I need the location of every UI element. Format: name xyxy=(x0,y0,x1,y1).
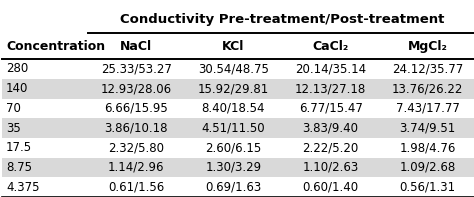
Bar xyxy=(2,59,474,79)
Text: 0.69/1.63: 0.69/1.63 xyxy=(205,181,262,194)
Text: 17.5: 17.5 xyxy=(6,141,32,154)
Text: 1.09/2.68: 1.09/2.68 xyxy=(400,161,456,174)
Text: 0.61/1.56: 0.61/1.56 xyxy=(108,181,164,194)
Text: 2.32/5.80: 2.32/5.80 xyxy=(108,141,164,154)
Text: 280: 280 xyxy=(6,62,28,75)
Text: NaCl: NaCl xyxy=(120,40,152,53)
Text: Concentration: Concentration xyxy=(6,40,105,53)
Text: 13.76/26.22: 13.76/26.22 xyxy=(392,82,464,95)
Text: KCl: KCl xyxy=(222,40,245,53)
Text: 30.54/48.75: 30.54/48.75 xyxy=(198,62,269,75)
Text: 15.92/29.81: 15.92/29.81 xyxy=(198,82,269,95)
Bar xyxy=(2,33,474,59)
Text: 2.60/6.15: 2.60/6.15 xyxy=(205,141,262,154)
Text: 3.86/10.18: 3.86/10.18 xyxy=(105,122,168,135)
Text: 1.98/4.76: 1.98/4.76 xyxy=(400,141,456,154)
Text: 0.56/1.31: 0.56/1.31 xyxy=(400,181,456,194)
Text: 7.43/17.77: 7.43/17.77 xyxy=(396,102,460,115)
Text: 70: 70 xyxy=(6,102,21,115)
Text: 8.75: 8.75 xyxy=(6,161,32,174)
Text: 25.33/53.27: 25.33/53.27 xyxy=(101,62,172,75)
Text: 1.14/2.96: 1.14/2.96 xyxy=(108,161,164,174)
Text: MgCl₂: MgCl₂ xyxy=(408,40,448,53)
Text: 6.77/15.47: 6.77/15.47 xyxy=(299,102,363,115)
Text: 1.30/3.29: 1.30/3.29 xyxy=(205,161,262,174)
Bar xyxy=(2,158,474,177)
Bar xyxy=(2,177,474,197)
Text: 35: 35 xyxy=(6,122,21,135)
Text: 3.74/9.51: 3.74/9.51 xyxy=(400,122,456,135)
Text: 2.22/5.20: 2.22/5.20 xyxy=(302,141,359,154)
Text: 6.66/15.95: 6.66/15.95 xyxy=(104,102,168,115)
Bar xyxy=(2,138,474,158)
Text: 0.60/1.40: 0.60/1.40 xyxy=(302,181,359,194)
Bar xyxy=(88,6,474,33)
Bar xyxy=(2,79,474,98)
Bar xyxy=(2,118,474,138)
Text: 20.14/35.14: 20.14/35.14 xyxy=(295,62,366,75)
Text: 4.51/11.50: 4.51/11.50 xyxy=(201,122,265,135)
Bar xyxy=(2,98,474,118)
Text: 12.13/27.18: 12.13/27.18 xyxy=(295,82,366,95)
Text: CaCl₂: CaCl₂ xyxy=(312,40,349,53)
Text: 1.10/2.63: 1.10/2.63 xyxy=(302,161,359,174)
Text: 24.12/35.77: 24.12/35.77 xyxy=(392,62,464,75)
Text: 12.93/28.06: 12.93/28.06 xyxy=(100,82,172,95)
Text: 3.83/9.40: 3.83/9.40 xyxy=(302,122,359,135)
Text: 4.375: 4.375 xyxy=(6,181,40,194)
Text: Conductivity Pre-treatment/Post-treatment: Conductivity Pre-treatment/Post-treatmen… xyxy=(120,13,444,26)
Text: 8.40/18.54: 8.40/18.54 xyxy=(202,102,265,115)
Text: 140: 140 xyxy=(6,82,28,95)
